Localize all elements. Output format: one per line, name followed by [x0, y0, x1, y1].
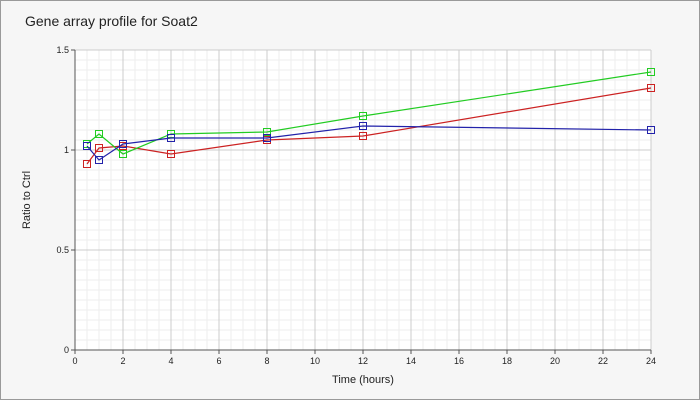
- y-axis-label: Ratio to Ctrl: [21, 171, 33, 229]
- x-tick-label: 20: [550, 356, 560, 366]
- x-tick-label: 2: [120, 356, 125, 366]
- x-tick-label: 24: [646, 356, 656, 366]
- data-point-marker: [95, 130, 103, 138]
- data-point-marker: [119, 150, 127, 158]
- data-point-marker: [119, 140, 127, 148]
- y-tick-label: 0.5: [56, 245, 69, 255]
- data-point-marker: [95, 144, 103, 152]
- x-tick-label: 8: [264, 356, 269, 366]
- x-tick-label: 10: [310, 356, 320, 366]
- x-tick-label: 16: [454, 356, 464, 366]
- x-tick-label: 12: [358, 356, 368, 366]
- y-tick-labels: 0 0.5 1 1.5: [56, 45, 75, 355]
- x-tick-label: 22: [598, 356, 608, 366]
- data-point-marker: [167, 134, 175, 142]
- x-tick-label: 6: [216, 356, 221, 366]
- series-layer: [83, 68, 655, 168]
- series-3: [83, 122, 655, 164]
- y-tick-label: 1: [64, 145, 69, 155]
- series-1: [83, 84, 655, 168]
- x-tick-label: 0: [72, 356, 77, 366]
- y-tick-label: 0: [64, 345, 69, 355]
- x-axis-label: Time (hours): [332, 374, 394, 386]
- data-point-marker: [647, 68, 655, 76]
- x-tick-label: 4: [168, 356, 173, 366]
- data-point-marker: [263, 134, 271, 142]
- data-point-marker: [83, 142, 91, 150]
- data-point-marker: [263, 128, 271, 136]
- data-point-marker: [167, 150, 175, 158]
- chart-title: Gene array profile for Soat2: [25, 13, 198, 29]
- data-point-marker: [647, 84, 655, 92]
- data-point-marker: [359, 112, 367, 120]
- x-tick-label: 14: [406, 356, 416, 366]
- data-point-marker: [359, 132, 367, 140]
- y-tick-label: 1.5: [56, 45, 69, 55]
- data-point-marker: [359, 122, 367, 130]
- series-line: [86, 87, 652, 165]
- data-point-marker: [95, 156, 103, 164]
- x-tick-labels: 0 2 4 6 8 10 12 14 16 18 20 22 24: [72, 350, 656, 366]
- series-line: [86, 125, 652, 161]
- x-tick-label: 18: [502, 356, 512, 366]
- data-point-marker: [83, 160, 91, 168]
- data-point-marker: [647, 126, 655, 134]
